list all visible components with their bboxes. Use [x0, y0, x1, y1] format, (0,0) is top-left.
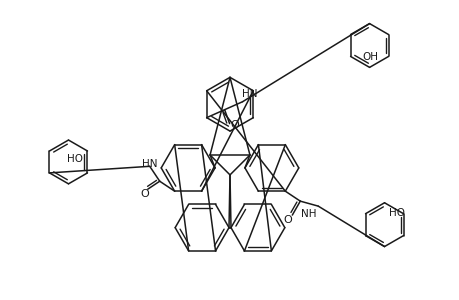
Text: HN: HN — [241, 89, 257, 99]
Text: O: O — [230, 120, 239, 130]
Text: O: O — [282, 215, 291, 225]
Text: HO: HO — [388, 208, 403, 218]
Text: O: O — [140, 189, 149, 199]
Text: OH: OH — [362, 52, 378, 62]
Text: HN: HN — [142, 159, 157, 169]
Text: HO: HO — [67, 154, 84, 164]
Text: NH: NH — [300, 209, 315, 219]
